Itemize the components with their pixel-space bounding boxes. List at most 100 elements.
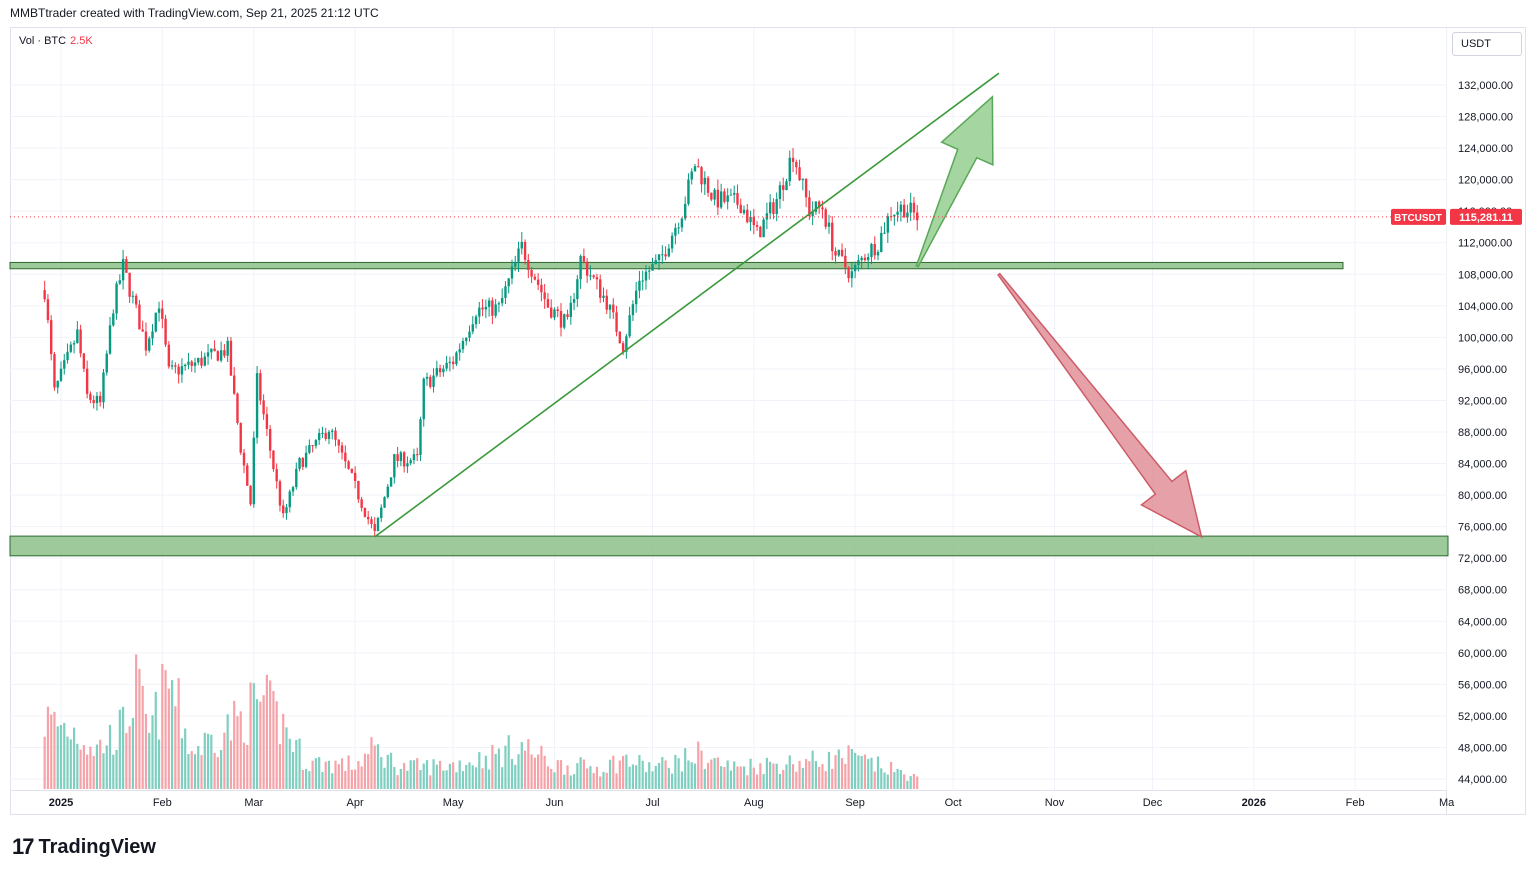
candle-body <box>595 277 599 280</box>
volume-bar <box>216 757 219 789</box>
candle-body <box>265 414 269 429</box>
volume-bar <box>605 772 608 789</box>
volume-bar <box>720 766 723 789</box>
volume-bar <box>236 716 239 789</box>
price-tick-label: 124,000.00 <box>1458 143 1513 155</box>
volume-bar <box>197 746 200 789</box>
candle-body <box>288 491 291 508</box>
candle-body <box>912 202 916 213</box>
volume-bar <box>383 767 386 789</box>
volume-bar <box>507 735 510 789</box>
volume-bar <box>903 774 906 789</box>
volume-bar <box>788 755 791 789</box>
volume-bar <box>242 742 246 789</box>
candle-body <box>733 192 736 195</box>
candle-body <box>625 336 628 352</box>
candle-body <box>308 445 311 453</box>
volume-bar <box>79 749 82 789</box>
candle-body <box>317 433 321 441</box>
volume-bar <box>154 691 157 789</box>
volume-bar <box>56 726 59 789</box>
candle-body <box>233 375 236 394</box>
candle-body <box>674 227 677 236</box>
time-tick-label: 2026 <box>1242 797 1266 809</box>
candle-body <box>108 325 112 354</box>
volume-bar <box>733 761 736 789</box>
volume-bar <box>814 761 818 789</box>
candle-body <box>873 243 876 256</box>
volume-bar <box>651 771 654 789</box>
candle-body <box>448 361 452 363</box>
candle-body <box>268 428 272 451</box>
price-tick-label: 128,000.00 <box>1458 112 1513 124</box>
candle-body <box>187 361 190 365</box>
volume-bar <box>723 766 726 789</box>
volume-bar <box>710 759 713 789</box>
volume-bar <box>854 752 857 789</box>
candle-body <box>706 177 710 193</box>
candle-body <box>69 344 73 352</box>
volume-bar <box>66 736 69 789</box>
candle-body <box>321 432 324 434</box>
candle-body <box>638 280 641 291</box>
volume-bar <box>46 706 50 789</box>
price-tick-label: 104,000.00 <box>1458 301 1513 313</box>
price-badge <box>1450 208 1522 225</box>
candle-body <box>229 340 233 376</box>
candle-body <box>804 178 808 198</box>
tradingview-logo-text: TradingView <box>38 835 156 858</box>
candle-body <box>190 361 193 366</box>
currency-button[interactable]: USDT <box>1452 32 1522 56</box>
candle-body <box>148 338 151 351</box>
candle-body <box>445 362 448 369</box>
price-tick-label: 48,000.00 <box>1458 742 1507 754</box>
volume-bar <box>95 744 99 789</box>
candle-body <box>782 185 785 190</box>
volume-bar <box>618 760 621 789</box>
volume-bar <box>125 732 128 789</box>
candle-body <box>157 308 161 313</box>
volume-bar <box>648 762 651 789</box>
volume-bar <box>687 760 690 789</box>
candle-body <box>363 507 367 517</box>
candle-body <box>710 192 713 200</box>
symbol-badge <box>1391 208 1446 225</box>
candle-body <box>373 523 376 532</box>
candle-body <box>102 372 105 403</box>
volume-bar <box>50 714 53 789</box>
volume-bar <box>435 764 438 789</box>
volume-bar <box>716 757 719 789</box>
candle-body <box>880 232 883 253</box>
volume-bar <box>272 691 275 789</box>
volume-bar <box>203 732 206 789</box>
volume-bar <box>255 699 259 789</box>
price-tick-label: 96,000.00 <box>1458 364 1507 376</box>
candle-body <box>435 368 439 376</box>
volume-bar <box>805 759 808 789</box>
volume-bar <box>818 766 821 789</box>
volume-bar <box>863 754 867 789</box>
candle-body <box>324 432 327 439</box>
candle-body <box>275 469 278 482</box>
candle-body <box>847 267 850 279</box>
tradingview-logo[interactable]: 17 TradingView <box>12 834 156 860</box>
candle-body <box>487 300 491 307</box>
volume-bar <box>837 749 840 789</box>
volume-bar <box>350 769 353 789</box>
candle-body <box>334 430 337 440</box>
volume-bar <box>291 751 295 789</box>
candle-body <box>468 331 471 338</box>
candle-body <box>500 297 504 304</box>
volume-bar <box>474 767 478 789</box>
candle-body <box>736 192 739 205</box>
candle-body <box>282 505 285 514</box>
price-tick-label: 64,000.00 <box>1458 616 1507 628</box>
volume-bar <box>739 766 742 789</box>
volume-bar <box>690 762 693 789</box>
candle-body <box>589 275 592 277</box>
candle-body <box>151 331 154 339</box>
volume-bar <box>455 772 458 789</box>
candle-body <box>451 361 455 365</box>
candle-body <box>788 157 791 182</box>
